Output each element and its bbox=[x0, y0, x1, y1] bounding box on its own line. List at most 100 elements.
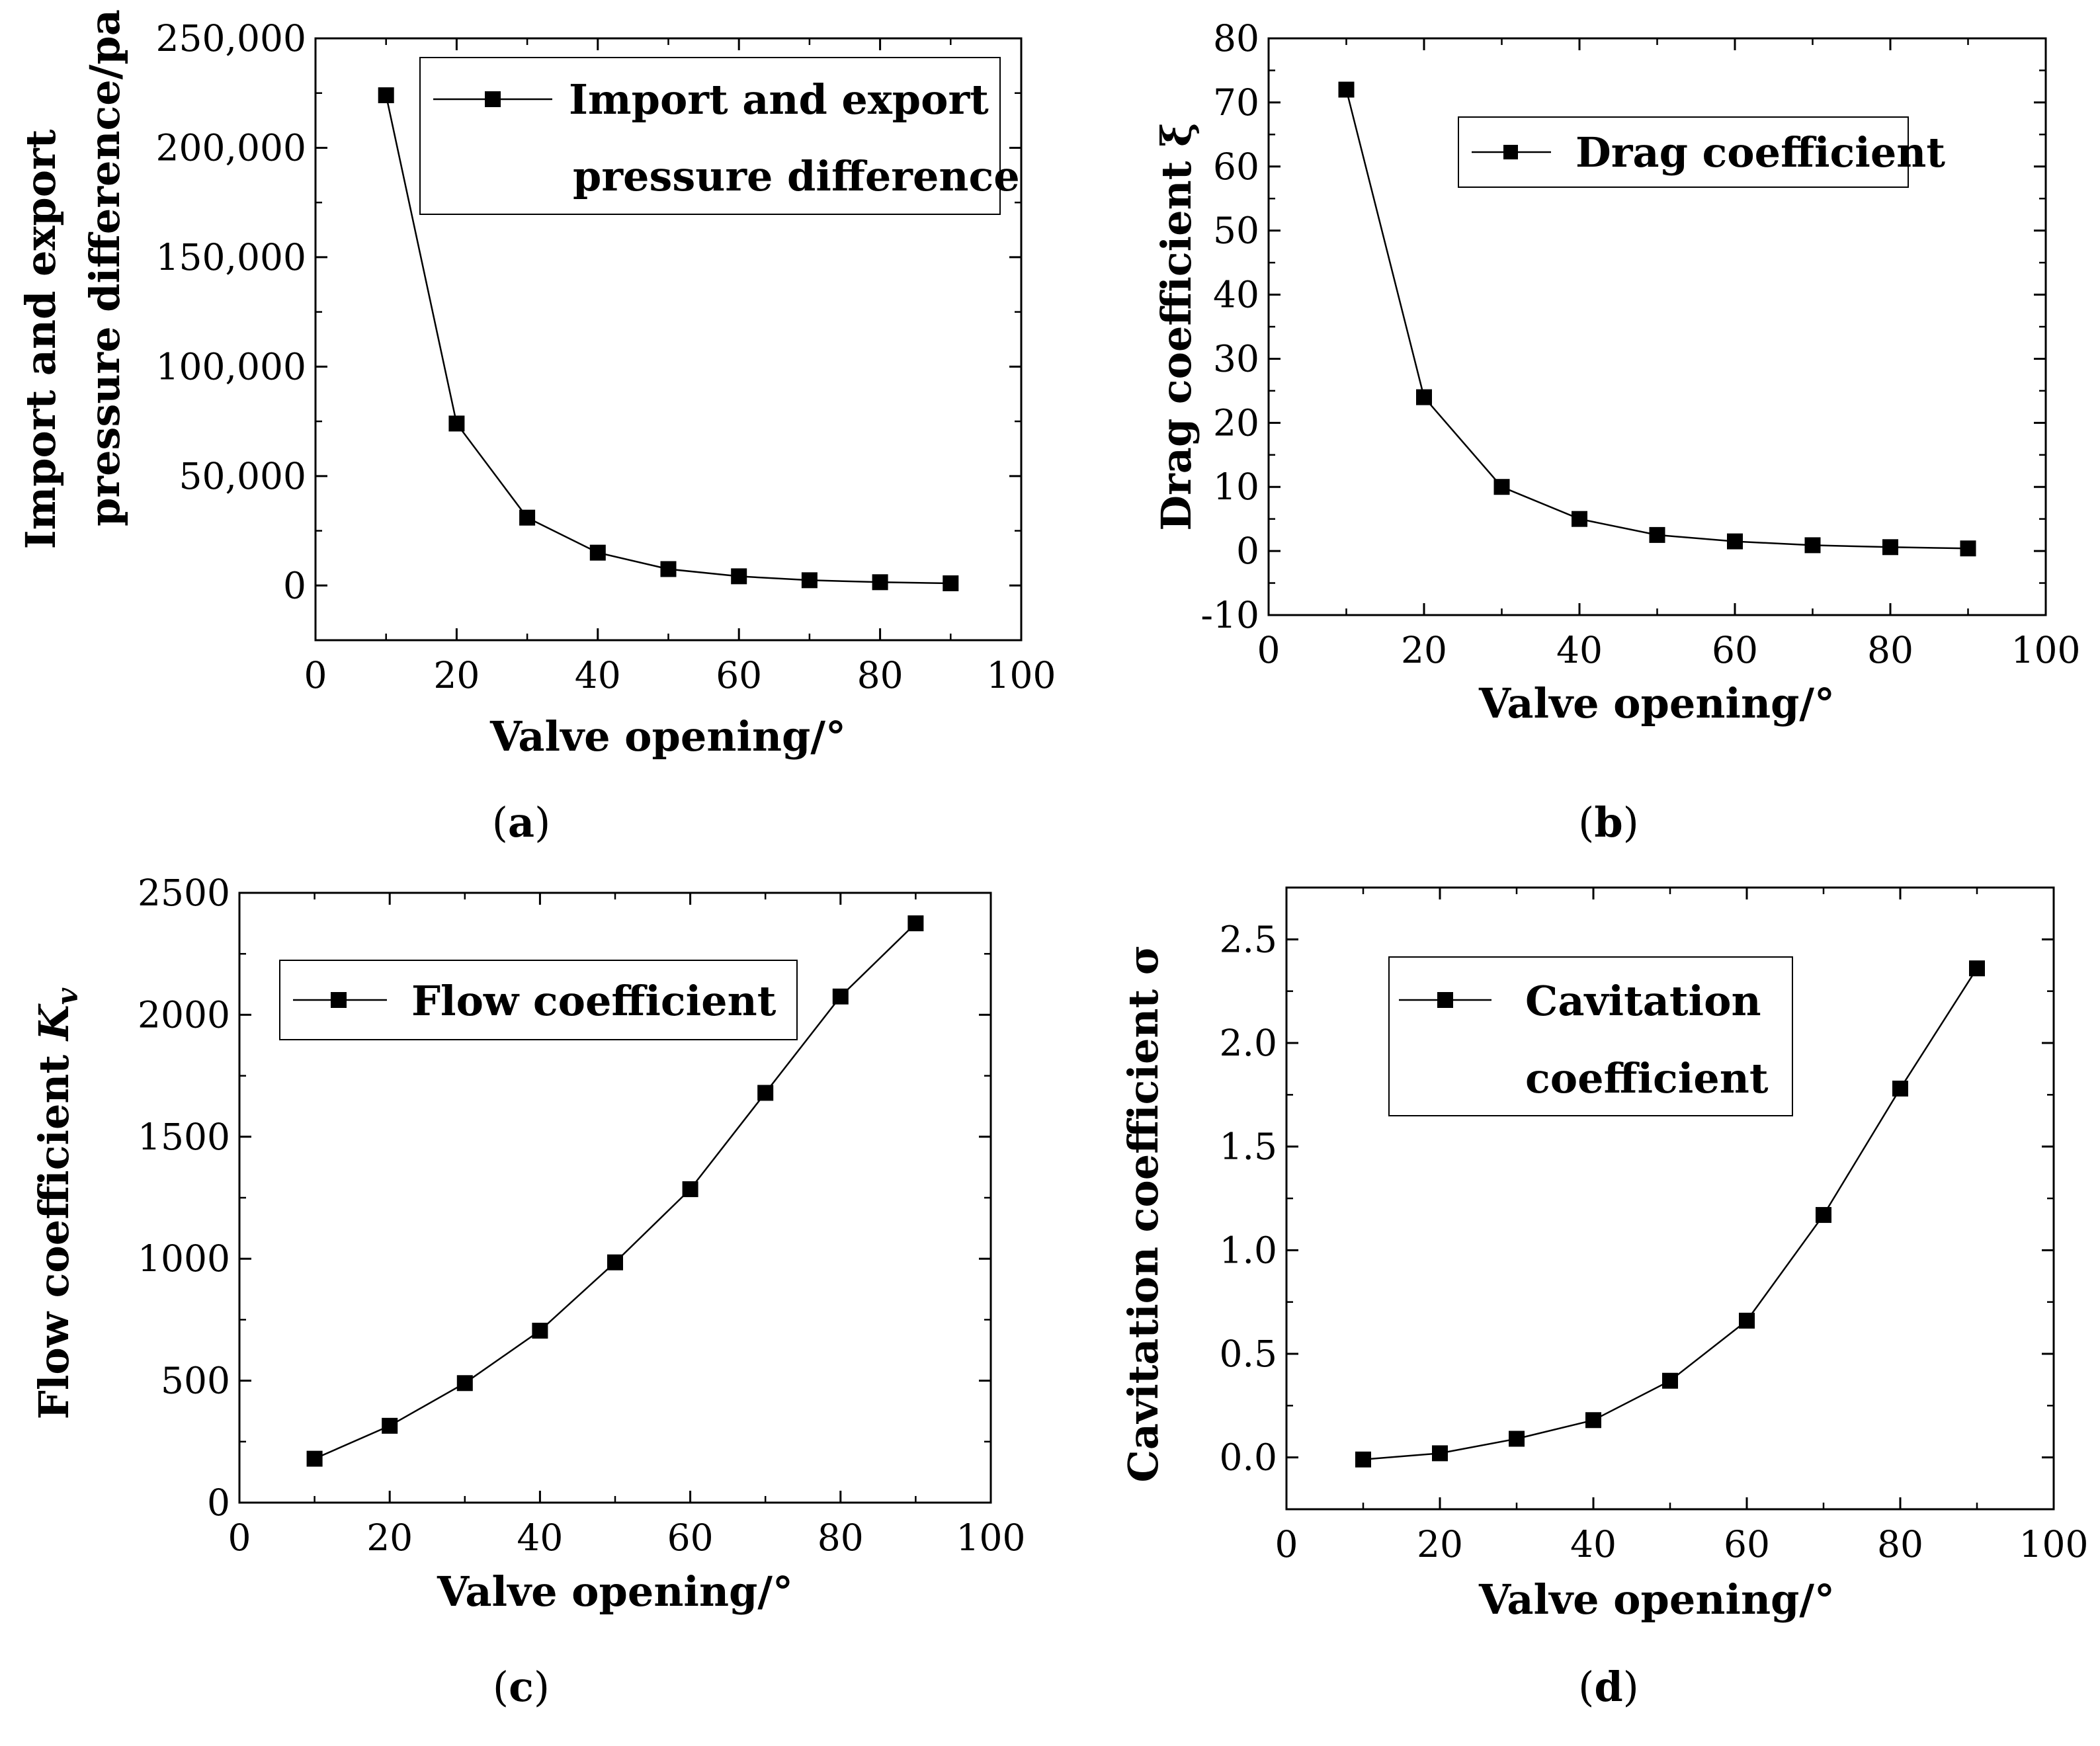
panel-b-data-point bbox=[1804, 537, 1821, 554]
panel-d-x-tick-label: 80 bbox=[1877, 1523, 1923, 1565]
panel-a-label: (a) bbox=[492, 798, 551, 847]
panel-b-x-tick-label: 20 bbox=[1401, 629, 1447, 671]
panel-a-x-tick-label: 40 bbox=[575, 654, 621, 696]
panel-c-data-point bbox=[456, 1375, 473, 1392]
panel-b-y-tick-label: 30 bbox=[1213, 337, 1259, 380]
panel-c-data-point bbox=[607, 1254, 623, 1270]
panel-b-data-point bbox=[1572, 511, 1587, 527]
panel-a-data-point bbox=[731, 568, 747, 585]
panel-d-y-tick-label: 0.5 bbox=[1220, 1333, 1277, 1375]
panel-d-y-tick-label: 2.0 bbox=[1220, 1022, 1277, 1064]
panel-d-legend-box bbox=[1388, 956, 1793, 1116]
panel-a-data-point bbox=[872, 574, 888, 591]
panel-b-legend-marker bbox=[1503, 145, 1518, 159]
panel-c-data-point bbox=[382, 1417, 398, 1434]
panel-c-data-point bbox=[682, 1181, 698, 1198]
panel-c-x-tick-label: 40 bbox=[517, 1517, 563, 1559]
panel-b-x-tick-label: 80 bbox=[1867, 629, 1913, 671]
panel-b-data-point bbox=[1338, 81, 1355, 98]
panel-c-legend-marker bbox=[331, 992, 347, 1008]
panel-c-legend: Flow coefficient bbox=[279, 960, 798, 1040]
panel-c-data-point bbox=[532, 1322, 548, 1339]
panel-b-y-tick-label: 50 bbox=[1213, 210, 1259, 252]
panel-d-x-tick-label: 0 bbox=[1275, 1523, 1298, 1565]
panel-b-y-tick-label: -10 bbox=[1200, 594, 1259, 636]
panel-b-x-axis-title: Valve opening/° bbox=[1478, 679, 1835, 728]
panel-c-y-tick-label: 2000 bbox=[138, 993, 230, 1036]
panel-d-tick-labels: 0 20 40 60 80 100 0.0 0.5 1.0 1.5 2.0 2.5 bbox=[1220, 918, 2089, 1565]
panel-a: 0 20 40 60 80 100 0 50,000 100,000 150,000 200,000… bbox=[17, 9, 1056, 847]
panel-c-y-tick-label: 0 bbox=[207, 1481, 230, 1524]
panel-b-data-point bbox=[1649, 526, 1665, 543]
panel-b-ticks bbox=[1267, 37, 2047, 616]
panel-b-data-point bbox=[1416, 389, 1432, 405]
panel-b-x-tick-label: 100 bbox=[2011, 629, 2081, 671]
panel-d-label: (d) bbox=[1578, 1663, 1639, 1711]
panel-a-legend-label-line-2: pressure difference bbox=[573, 152, 1020, 200]
panel-d-data-point bbox=[1432, 1445, 1448, 1462]
panel-a-data-point bbox=[378, 87, 394, 104]
panel-c-marks bbox=[306, 915, 924, 1467]
panel-d: 0 20 40 60 80 100 0.0 0.5 1.0 1.5 2.0 2.5 Valve ope… bbox=[1119, 886, 2089, 1711]
panel-a-legend-marker bbox=[485, 91, 501, 107]
panel-c-data-point bbox=[757, 1085, 774, 1101]
panel-c-x-tick-label: 80 bbox=[818, 1517, 864, 1559]
panel-d-x-tick-label: 100 bbox=[2019, 1523, 2089, 1565]
panel-a-legend: Import and export pressure difference bbox=[419, 57, 1020, 215]
panel-b-data-point bbox=[1493, 479, 1510, 495]
panel-c-data-point bbox=[907, 915, 924, 932]
panel-c-x-tick-label: 60 bbox=[667, 1517, 714, 1559]
panel-c-x-tick-label: 100 bbox=[956, 1517, 1026, 1559]
panel-b-y-tick-label: 40 bbox=[1213, 274, 1259, 316]
panel-a-y-axis-title-line-2: pressure difference/pa bbox=[81, 9, 129, 526]
panel-b-y-tick-label: 0 bbox=[1236, 530, 1259, 572]
panel-d-x-tick-label: 60 bbox=[1724, 1523, 1770, 1565]
panel-b-y-tick-label: 80 bbox=[1213, 17, 1259, 60]
panel-b-y-axis-title: Drag coefficient ξ bbox=[1152, 122, 1200, 530]
panel-d-data-point bbox=[1509, 1431, 1525, 1447]
panel-d-legend: Cavitation coefficient bbox=[1388, 956, 1793, 1116]
panel-a-ticks bbox=[314, 37, 1023, 640]
panel-d-x-tick-label: 20 bbox=[1417, 1523, 1463, 1565]
panel-c-y-axis-title: Flow coefficient Kv bbox=[30, 987, 85, 1419]
panel-d-y-tick-label: 2.5 bbox=[1220, 918, 1277, 960]
panel-b-legend: Drag coefficient bbox=[1458, 116, 1945, 188]
panel-c-data-point bbox=[306, 1450, 323, 1467]
panel-a-tick-labels: 0 20 40 60 80 100 0 50,000 100,000 150,000 200,000… bbox=[156, 17, 1056, 696]
panel-b-data-point bbox=[1882, 539, 1898, 556]
panel-a-y-tick-label: 150,000 bbox=[156, 236, 306, 278]
panel-a-y-axis-title-line-1: Import and export bbox=[17, 129, 65, 549]
panel-d-data-point bbox=[1739, 1312, 1755, 1329]
panel-c-y-tick-label: 500 bbox=[161, 1360, 230, 1402]
panel-b-y-tick-label: 60 bbox=[1213, 146, 1259, 188]
panel-a-y-tick-label: 250,000 bbox=[156, 17, 306, 60]
panel-d-y-tick-label: 0.0 bbox=[1220, 1436, 1277, 1479]
panel-a-x-tick-label: 80 bbox=[857, 654, 903, 696]
panel-a-data-point bbox=[943, 575, 959, 591]
panel-a-x-tick-label: 100 bbox=[987, 654, 1056, 696]
panel-b-label: (b) bbox=[1578, 798, 1639, 847]
panel-b-x-tick-label: 0 bbox=[1257, 629, 1281, 671]
panel-d-x-tick-label: 40 bbox=[1570, 1523, 1617, 1565]
panel-c-x-tick-label: 20 bbox=[366, 1517, 413, 1559]
panel-d-data-point bbox=[1816, 1207, 1831, 1224]
panel-c-ticks bbox=[238, 892, 992, 1504]
panel-a-y-tick-label: 50,000 bbox=[179, 455, 306, 497]
panel-a-data-point bbox=[519, 509, 536, 526]
panel-a-y-tick-label: 100,000 bbox=[156, 345, 306, 388]
panel-a-data-point bbox=[660, 561, 677, 577]
panel-b-y-tick-label: 10 bbox=[1213, 466, 1259, 508]
panel-d-data-point bbox=[1662, 1372, 1678, 1389]
panel-c-y-tick-label: 1500 bbox=[138, 1116, 230, 1158]
panel-a-y-tick-label: 200,000 bbox=[156, 126, 306, 169]
panel-a-y-tick-label: 0 bbox=[283, 564, 306, 606]
panel-d-ticks bbox=[1285, 888, 2055, 1509]
panel-d-marks bbox=[1355, 960, 1985, 1468]
panel-d-data-point bbox=[1355, 1451, 1371, 1468]
panel-c-data-point bbox=[832, 988, 849, 1005]
panel-d-y-axis-title: Cavitation coefficient σ bbox=[1119, 945, 1167, 1483]
panel-d-y-tick-label: 1.5 bbox=[1220, 1126, 1277, 1168]
panel-d-label-letter: d bbox=[1594, 1663, 1622, 1711]
